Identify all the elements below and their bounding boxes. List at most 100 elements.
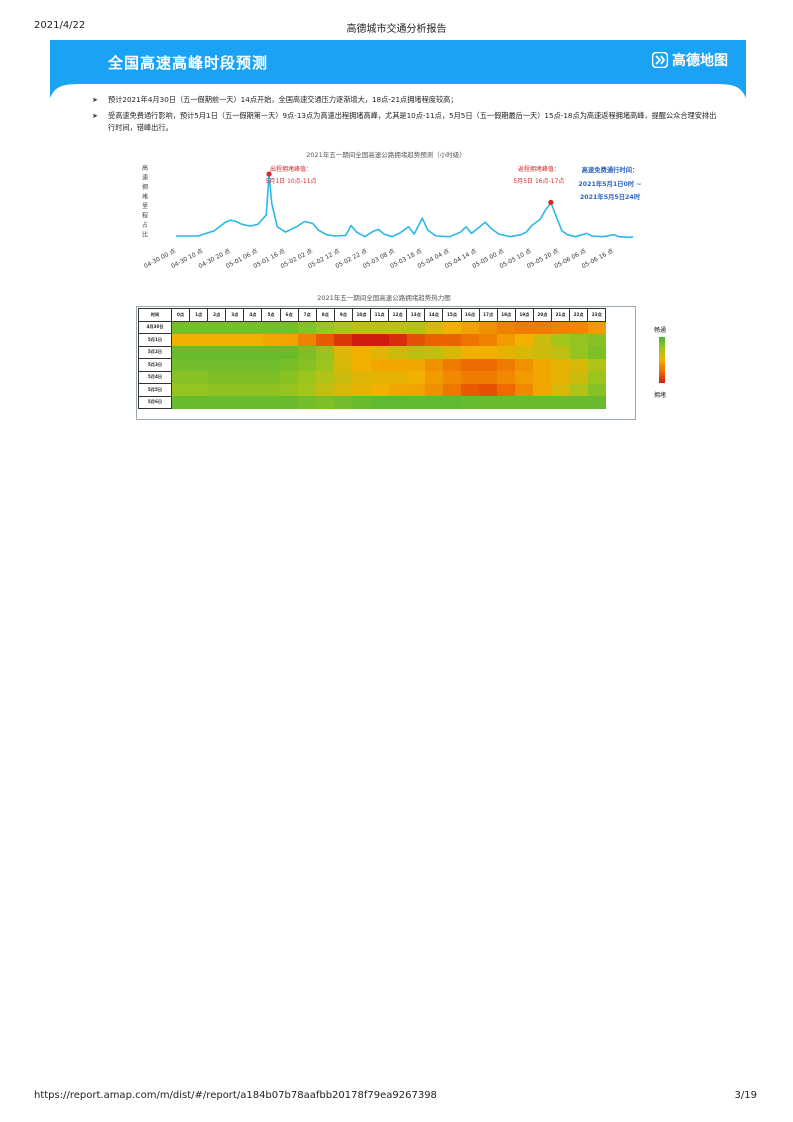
heatmap-cell bbox=[280, 346, 299, 359]
free-toll-note: 高速免费通行时间： 2021年5月1日0时 ~ 2021年5月5日24时 bbox=[578, 165, 641, 201]
heatmap-row: 5月5日 bbox=[138, 383, 606, 397]
heatmap-cell bbox=[461, 358, 480, 371]
heatmap-cell bbox=[171, 396, 190, 409]
heatmap-cell bbox=[461, 333, 480, 346]
heatmap-cell bbox=[497, 346, 516, 359]
heatmap-cell bbox=[352, 358, 371, 371]
heatmap-cell bbox=[551, 383, 570, 396]
brand-logo: 高德地图 bbox=[652, 50, 728, 70]
heatmap-cell bbox=[551, 358, 570, 371]
heatmap-cell bbox=[515, 358, 534, 371]
heatmap-cell bbox=[406, 371, 425, 384]
heatmap-cell bbox=[171, 346, 190, 359]
heatmap-hour-header: 18点 bbox=[496, 308, 516, 322]
heatmap-cell bbox=[298, 346, 317, 359]
return-peak-marker bbox=[548, 199, 554, 205]
heatmap-row: 5月2日 bbox=[138, 345, 606, 359]
line-chart-title: 2021年五一期间全国高速公路拥堵趋势预测（小时级） bbox=[306, 150, 466, 159]
heatmap-cell bbox=[569, 358, 588, 371]
heatmap-cell bbox=[189, 333, 208, 346]
heatmap-hour-header: 22点 bbox=[569, 308, 589, 322]
heatmap-corner-label: 时间 bbox=[138, 308, 172, 322]
heatmap-cell bbox=[207, 383, 226, 396]
heatmap-hour-header: 7点 bbox=[297, 308, 317, 322]
heatmap-cell bbox=[461, 396, 480, 409]
heatmap-hour-header: 17点 bbox=[478, 308, 498, 322]
heatmap-cell bbox=[316, 396, 335, 409]
heatmap-cell bbox=[352, 333, 371, 346]
y-label-char: 堵 bbox=[142, 193, 148, 201]
heatmap-cell bbox=[406, 321, 425, 334]
heatmap-cell bbox=[171, 333, 190, 346]
print-url: https://report.amap.com/m/dist/#/report/… bbox=[34, 1090, 437, 1101]
heatmap-cell bbox=[207, 396, 226, 409]
heatmap-cell bbox=[442, 383, 461, 396]
heatmap-cell bbox=[280, 396, 299, 409]
heatmap-hour-header: 8点 bbox=[315, 308, 335, 322]
heatmap-cell bbox=[442, 346, 461, 359]
heatmap-cell bbox=[316, 383, 335, 396]
heatmap-cell bbox=[533, 371, 552, 384]
heatmap-cell bbox=[515, 371, 534, 384]
legend-color-scale bbox=[659, 337, 665, 383]
summary-bullets: ➤ 预计2021年4月30日（五一假期前一天）14点开始，全国高速交通压力逐渐增大… bbox=[92, 94, 722, 138]
heatmap-cell bbox=[533, 333, 552, 346]
heatmap-hour-header: 11点 bbox=[370, 308, 390, 322]
heatmap-cell bbox=[352, 383, 371, 396]
heatmap-cell bbox=[551, 346, 570, 359]
heatmap-hour-header: 0点 bbox=[170, 308, 191, 322]
heatmap-hour-header: 1点 bbox=[189, 308, 209, 322]
heatmap-cell bbox=[261, 371, 281, 384]
heatmap-cell bbox=[587, 383, 606, 396]
trend-series-line bbox=[176, 173, 634, 239]
heatmap-cell bbox=[370, 371, 389, 384]
heatmap-cell bbox=[515, 333, 534, 346]
heatmap-cell bbox=[406, 396, 425, 409]
heatmap-cell bbox=[587, 371, 606, 384]
peak-annotation-label: 出程拥堵峰值： bbox=[270, 165, 312, 173]
heatmap-hour-header: 21点 bbox=[550, 308, 571, 322]
heatmap-date-label: 5月3日 bbox=[138, 358, 172, 372]
heatmap-cell bbox=[515, 321, 534, 334]
heatmap-cell bbox=[551, 321, 570, 334]
heatmap-cell bbox=[261, 333, 281, 346]
heatmap-hour-header: 4点 bbox=[243, 308, 263, 322]
bullet-text: 预计2021年4月30日（五一假期前一天）14点开始，全国高速交通压力逐渐增大，… bbox=[108, 95, 458, 104]
y-label-char: 占 bbox=[142, 221, 148, 229]
heatmap-cell bbox=[243, 371, 262, 384]
heatmap-cell bbox=[388, 383, 407, 396]
heatmap-cell bbox=[189, 321, 208, 334]
print-title: 高德城市交通分析报告 bbox=[346, 24, 447, 35]
heatmap-cell bbox=[406, 358, 425, 371]
heatmap-date-label: 5月1日 bbox=[138, 333, 172, 347]
heatmap-cell bbox=[497, 396, 516, 409]
heatmap-hour-header: 10点 bbox=[351, 308, 372, 322]
heatmap-cell bbox=[225, 383, 244, 396]
heatmap-cell bbox=[569, 321, 588, 334]
heatmap-cell bbox=[587, 321, 606, 334]
print-date: 2021/4/22 bbox=[34, 20, 86, 31]
brand-name: 高德地图 bbox=[672, 53, 728, 69]
heatmap-hour-header: 16点 bbox=[460, 308, 480, 322]
heatmap-cell bbox=[406, 346, 425, 359]
heatmap-hour-header: 19点 bbox=[514, 308, 534, 322]
heatmap-cell bbox=[261, 346, 281, 359]
heatmap-cell bbox=[388, 396, 407, 409]
heatmap-cell bbox=[352, 346, 371, 359]
heatmap-cell bbox=[225, 371, 244, 384]
heatmap-title: 2021年五一期间全国高速公路拥堵趋势热力图 bbox=[317, 294, 451, 302]
heatmap-cell bbox=[189, 371, 208, 384]
heatmap-cell bbox=[497, 358, 516, 371]
heatmap-cell bbox=[261, 396, 281, 409]
note-line-2: 2021年5月1日0时 ~ bbox=[578, 179, 641, 188]
heatmap-cell bbox=[298, 358, 317, 371]
heatmap-cell bbox=[334, 371, 353, 384]
heatmap-cell bbox=[533, 396, 552, 409]
heatmap-date-label: 5月6日 bbox=[138, 395, 172, 409]
heatmap-cell bbox=[352, 321, 371, 334]
bullet-item: ➤ 受高速免费通行影响，预计5月1日（五一假期第一天）9点-13点为高速出程拥堵高… bbox=[92, 110, 722, 135]
heatmap-cell bbox=[280, 333, 299, 346]
heatmap-cell bbox=[225, 333, 244, 346]
heatmap-cell bbox=[442, 371, 461, 384]
heatmap-hour-header: 12点 bbox=[388, 308, 408, 322]
